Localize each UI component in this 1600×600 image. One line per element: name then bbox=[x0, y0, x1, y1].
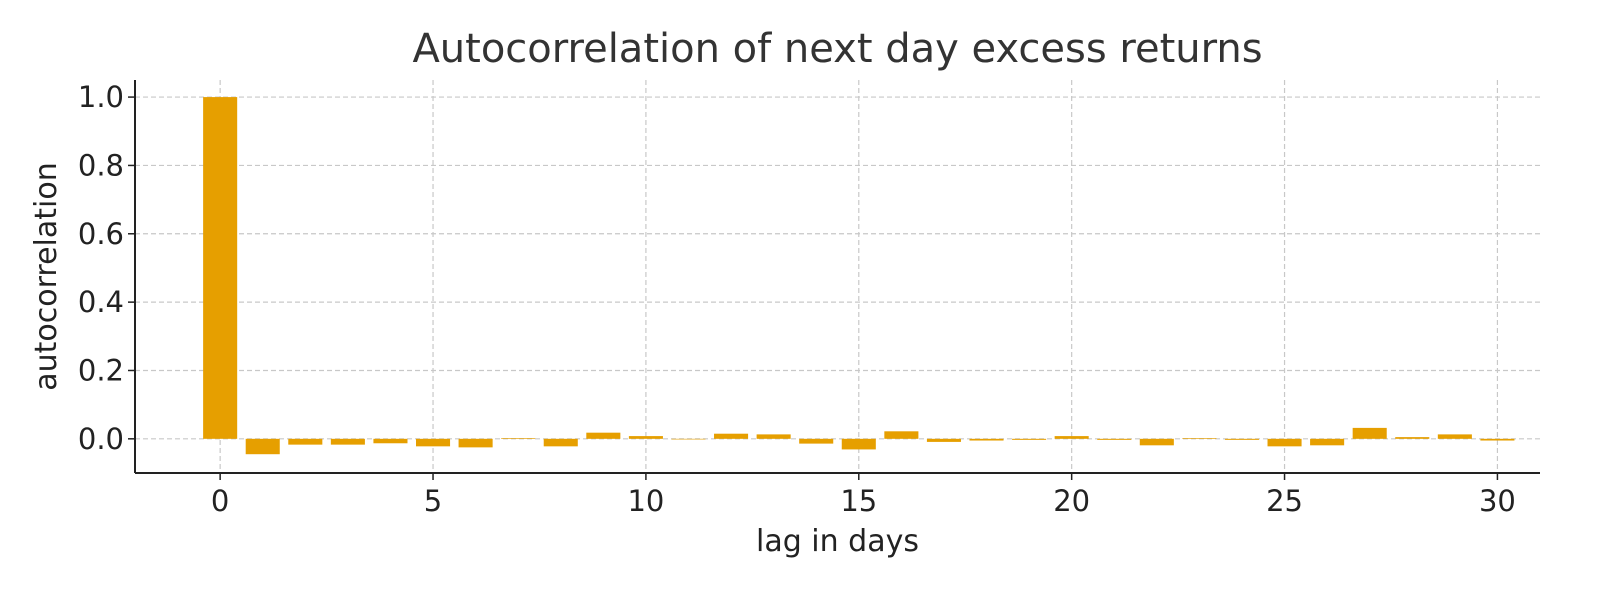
bar-lag-9 bbox=[586, 432, 621, 439]
bar-lag-19 bbox=[1012, 438, 1047, 440]
bar-lag-27 bbox=[1352, 427, 1387, 439]
y-tick-label-2: 0.4 bbox=[78, 285, 124, 319]
bar-lag-24 bbox=[1224, 438, 1259, 440]
x-tick-label-0: 0 bbox=[211, 484, 229, 518]
bar-lag-14 bbox=[799, 438, 834, 444]
grid-layer bbox=[135, 80, 1540, 473]
y-axis-label: autocorrelation bbox=[29, 162, 64, 391]
bar-lag-12 bbox=[714, 433, 749, 439]
bar-lag-26 bbox=[1310, 438, 1345, 446]
bar-lag-28 bbox=[1395, 437, 1430, 439]
bar-lag-21 bbox=[1097, 438, 1132, 440]
x-tick-label-4: 20 bbox=[1053, 484, 1090, 518]
bar-lag-8 bbox=[543, 438, 578, 447]
bar-lag-17 bbox=[926, 438, 961, 442]
bar-lag-23 bbox=[1182, 438, 1217, 439]
bars-layer bbox=[203, 97, 1515, 455]
bar-lag-11 bbox=[671, 438, 706, 440]
bar-lag-22 bbox=[1139, 438, 1174, 446]
y-tick-label-3: 0.6 bbox=[78, 217, 124, 251]
y-tick-label-5: 1.0 bbox=[78, 80, 124, 114]
x-tick-label-2: 10 bbox=[627, 484, 664, 518]
y-tick-label-4: 0.8 bbox=[78, 148, 124, 182]
bar-lag-4 bbox=[373, 438, 408, 444]
bar-lag-6 bbox=[458, 438, 493, 448]
bar-lag-20 bbox=[1054, 436, 1089, 439]
bar-lag-18 bbox=[969, 438, 1004, 441]
y-tick-label-1: 0.2 bbox=[78, 353, 124, 387]
bar-lag-5 bbox=[416, 438, 451, 447]
y-tick-label-0: 0.0 bbox=[78, 422, 124, 456]
bar-lag-7 bbox=[501, 438, 536, 439]
bar-lag-0 bbox=[203, 97, 238, 439]
chart-title: Autocorrelation of next day excess retur… bbox=[412, 26, 1262, 72]
axes-layer bbox=[134, 80, 1540, 474]
bar-lag-25 bbox=[1267, 438, 1302, 447]
bar-lag-13 bbox=[756, 434, 791, 439]
x-tick-label-1: 5 bbox=[424, 484, 442, 518]
bar-lag-1 bbox=[245, 438, 280, 455]
bar-lag-15 bbox=[841, 438, 876, 450]
bar-lag-10 bbox=[628, 436, 663, 439]
x-tick-label-6: 30 bbox=[1479, 484, 1516, 518]
bar-lag-16 bbox=[884, 431, 919, 439]
x-tick-label-5: 25 bbox=[1266, 484, 1303, 518]
bar-lag-2 bbox=[288, 438, 323, 445]
ticks-layer: 0 5 10 15 20 25 30 0.0 0.2 0.4 0.6 0.8 1.0 bbox=[78, 80, 1516, 518]
x-axis-label: lag in days bbox=[756, 524, 919, 559]
bar-lag-30 bbox=[1480, 438, 1515, 441]
bar-lag-29 bbox=[1437, 434, 1472, 439]
bar-lag-3 bbox=[330, 438, 365, 445]
x-tick-label-3: 15 bbox=[840, 484, 877, 518]
